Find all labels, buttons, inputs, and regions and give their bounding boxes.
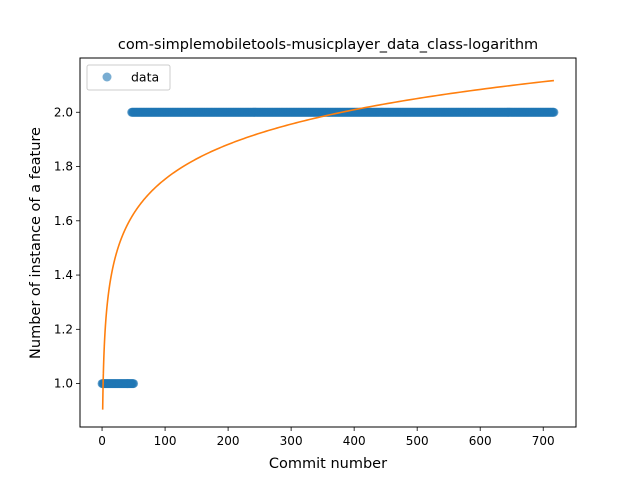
x-axis-label: Commit number: [269, 456, 387, 472]
y-axis: 1.0 1.2 1.4 1.6 1.8 2.0: [54, 105, 80, 391]
y-tick-label: 1.2: [54, 322, 73, 336]
y-tick-label: 1.6: [54, 214, 73, 228]
legend-box: [86, 64, 171, 91]
x-tick-label: 200: [217, 434, 240, 448]
axes-frame: [79, 57, 577, 428]
plot-area: [97, 79, 559, 410]
y-tick-label: 1.0: [54, 377, 73, 391]
legend-label-data: data: [131, 70, 159, 85]
chart-title: com-simplemobiletools-musicplayer_data_c…: [118, 37, 538, 53]
x-tick-label: 0: [98, 434, 106, 448]
data-points-segment: [127, 107, 559, 117]
x-tick-label: 300: [280, 434, 303, 448]
x-axis: 0 100 200 300 400 500 600 700: [98, 427, 555, 448]
x-tick-label: 700: [532, 434, 555, 448]
y-tick-label: 2.0: [54, 105, 73, 119]
y-tick-label: 1.8: [54, 160, 73, 174]
y-tick-label: 1.4: [54, 268, 73, 282]
legend: data: [86, 64, 171, 91]
x-tick-label: 100: [154, 434, 177, 448]
data-point: [129, 379, 139, 389]
x-tick-label: 500: [406, 434, 429, 448]
x-tick-label: 600: [469, 434, 492, 448]
data-point: [549, 107, 559, 117]
y-axis-label: Number of instance of a feature: [28, 127, 44, 359]
x-tick-label: 400: [343, 434, 366, 448]
legend-marker-data: [102, 72, 112, 82]
fit-curve: [101, 79, 555, 410]
